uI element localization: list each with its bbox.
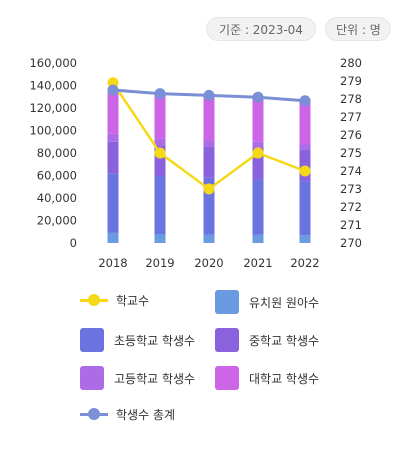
legend-item-kindergarten[interactable]: 유치원 원아수 <box>215 290 319 314</box>
y-right-tick-label: 278 <box>340 92 362 106</box>
y-right-tick-label: 276 <box>340 128 362 142</box>
y-left-tick-label: 0 <box>70 236 77 250</box>
bar-segment-kindergarten <box>204 235 215 243</box>
legend-box-swatch <box>215 290 239 314</box>
y-right-tick-label: 274 <box>340 164 362 178</box>
legend-box-swatch <box>215 328 239 352</box>
legend-label: 학교수 <box>116 292 149 309</box>
enrollment-chart: 0 20,000 40,000 60,000 80,000 100,000 120,000 1… <box>0 0 400 280</box>
y-left-tick-label: 20,000 <box>37 214 77 228</box>
series-point-school <box>204 184 215 195</box>
y-right-tick-label: 270 <box>340 236 362 250</box>
x-tick-label: 2019 <box>145 256 174 270</box>
series-point-school <box>155 148 166 159</box>
legend-label: 대학교 학생수 <box>249 370 319 387</box>
x-tick-label: 2018 <box>98 256 127 270</box>
bar-segment-university <box>155 93 166 139</box>
bar-segment-kindergarten <box>253 235 264 243</box>
bar-segment-university <box>108 89 119 134</box>
y-right-tick-label: 271 <box>340 218 362 232</box>
bar-segment-high <box>108 134 119 142</box>
legend-line-swatch <box>80 404 108 424</box>
y-left-tick-label: 140,000 <box>29 79 77 93</box>
legend-line-swatch <box>80 290 108 310</box>
y-right-tick-label: 272 <box>340 200 362 214</box>
bar-segment-high <box>300 144 311 150</box>
bar-segment-kindergarten <box>155 234 166 243</box>
bar-segment-kindergarten <box>108 233 119 243</box>
bar-segment-elementary <box>108 173 119 233</box>
series-point-total <box>204 90 215 101</box>
bar-segment-university <box>253 97 264 141</box>
y-left-tick-label: 160,000 <box>29 56 77 70</box>
bar-segment-elementary <box>300 181 311 235</box>
series-point-total <box>300 95 311 106</box>
x-tick-label: 2021 <box>243 256 272 270</box>
bar-segment-high <box>155 138 166 145</box>
y-left-tick-label: 120,000 <box>29 101 77 115</box>
bar-segment-high <box>253 141 264 147</box>
legend-label: 중학교 학생수 <box>249 332 319 349</box>
y-right-tick-label: 277 <box>340 110 362 124</box>
series-point-school <box>253 148 264 159</box>
y-left-tick-label: 40,000 <box>37 191 77 205</box>
bar-segment-high <box>204 140 215 146</box>
y-left-tick-label: 80,000 <box>37 146 77 160</box>
legend-label: 초등학교 학생수 <box>114 332 195 349</box>
legend-item-total[interactable]: 학생수 총계 <box>80 404 175 424</box>
legend-item-school[interactable]: 학교수 <box>80 290 149 310</box>
bar-segment-kindergarten <box>300 235 311 243</box>
legend-box-swatch <box>215 366 239 390</box>
legend-label: 유치원 원아수 <box>249 294 319 311</box>
bar-segment-elementary <box>253 179 264 234</box>
bar-segment-middle <box>204 146 215 178</box>
y-right-tick-label: 273 <box>340 182 362 196</box>
y-right-tick-label: 280 <box>340 56 362 70</box>
y-left-tick-label: 100,000 <box>29 124 77 138</box>
legend-box-swatch <box>80 328 104 352</box>
legend-item-university[interactable]: 대학교 학생수 <box>215 366 319 390</box>
y-left-tick-label: 60,000 <box>37 169 77 183</box>
x-tick-label: 2022 <box>290 256 319 270</box>
legend-label: 고등학교 학생수 <box>114 370 195 387</box>
legend-item-middle[interactable]: 중학교 학생수 <box>215 328 319 352</box>
bar-segment-middle <box>108 142 119 174</box>
legend-label: 학생수 총계 <box>116 406 175 423</box>
legend-box-swatch <box>80 366 104 390</box>
x-tick-label: 2020 <box>194 256 223 270</box>
series-point-total <box>253 92 264 103</box>
bar-segment-university <box>204 95 215 140</box>
series-point-total <box>155 88 166 99</box>
series-point-total <box>108 85 119 96</box>
legend-item-high[interactable]: 고등학교 학생수 <box>80 366 195 390</box>
series-point-school <box>300 166 311 177</box>
y-right-tick-label: 279 <box>340 74 362 88</box>
y-right-tick-label: 275 <box>340 146 362 160</box>
legend-item-elementary[interactable]: 초등학교 학생수 <box>80 328 195 352</box>
bar-segment-elementary <box>155 176 166 235</box>
